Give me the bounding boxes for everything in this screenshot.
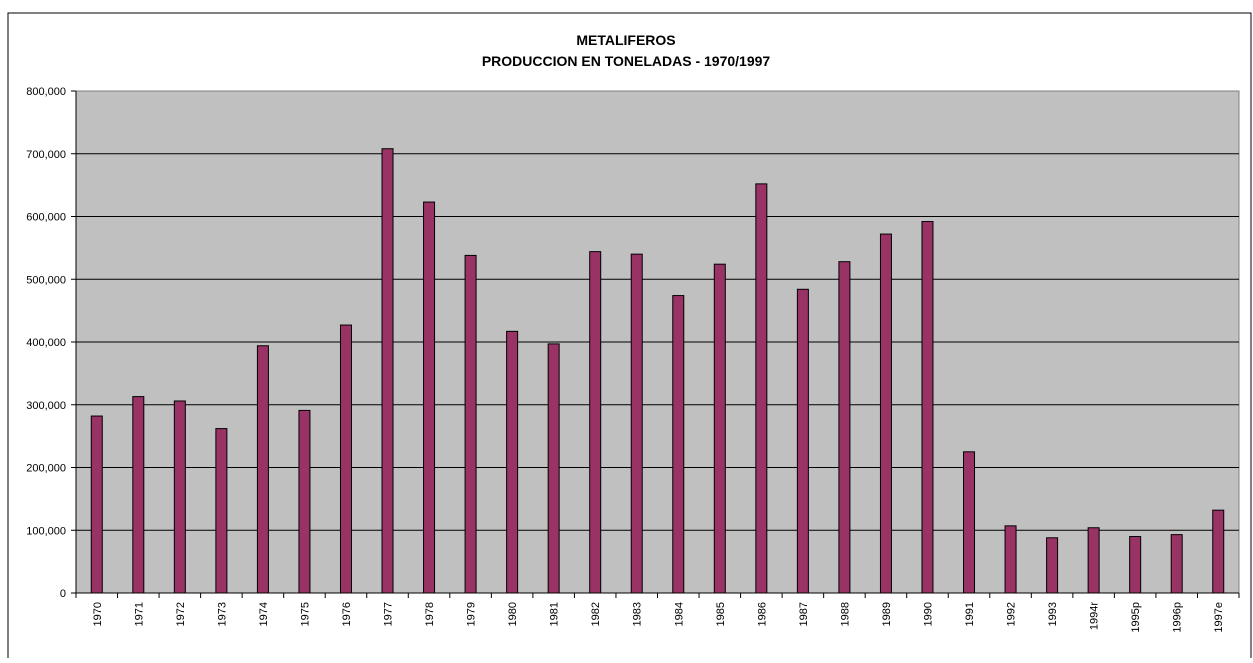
x-tick-label: 1978 [424,602,436,626]
bar-1988 [838,261,851,594]
x-tick-label: 1986 [756,602,768,626]
x-tick-label: 1976 [341,602,353,626]
chart-title: METALIFEROS [576,32,675,48]
x-tick-label: 1996p [1172,602,1184,633]
x-tick-label: 1981 [549,602,561,626]
x-tick-label: 1972 [175,602,187,626]
x-tick-label: 1992 [1006,602,1018,626]
y-tick-label: 300,000 [26,400,66,412]
bar-1981 [547,343,560,594]
bar-1974 [256,345,269,594]
bar-1996p [1170,534,1183,594]
gridlines [76,153,1239,531]
bar-1970 [90,415,103,594]
y-tick-label: 400,000 [26,337,66,349]
x-tick-label: 1991 [964,602,976,626]
bar-1989 [879,233,892,594]
bar-1984 [672,295,685,594]
bar-1973 [215,428,228,594]
y-axis: 0 100,000 200,000 300,000 400,000 500,000 600,… [26,86,77,600]
x-tick-label: 1977 [383,602,395,626]
bar-1980 [506,330,519,594]
bar-1993 [1046,537,1059,594]
y-tick-label: 600,000 [26,212,66,224]
x-tick-label: 1993 [1047,602,1059,626]
bar-1978 [423,201,436,594]
bar-1976 [339,324,352,594]
bar-1983 [630,253,643,594]
bar-1975 [298,409,311,594]
x-tick-label: 1985 [715,602,727,626]
x-tick-label: 1970 [92,602,104,626]
y-tick-label: 700,000 [26,149,66,161]
x-tick-label: 1971 [133,602,145,626]
y-tick-label: 0 [60,588,66,600]
bar-1994r [1087,527,1100,594]
bar-1979 [464,254,477,594]
bar-1990 [921,221,934,594]
x-tick-label: 1983 [632,602,644,626]
x-tick-label: 1980 [507,602,519,626]
y-tick-label: 200,000 [26,463,66,475]
x-tick-label: 1984 [673,602,685,626]
bar-1971 [132,396,145,594]
bar-1992 [1004,525,1017,594]
bar-1995p [1129,536,1142,594]
x-tick-label: 1989 [881,602,893,626]
x-tick-label: 1973 [216,602,228,626]
x-tick-label: 1979 [466,602,478,626]
bar-1987 [796,288,809,594]
bar-1991 [963,451,976,594]
y-tick-label: 500,000 [26,274,66,286]
bar-1997e [1212,509,1225,594]
bar-1972 [173,400,186,594]
bar-1977 [381,148,394,594]
bar-1986 [755,183,768,594]
x-tick-label: 1997e [1213,602,1225,633]
x-axis: 1970 1971 1972 1973 1974 1975 1976 1977 1978 1979… [75,592,1240,633]
x-tick-label: 1975 [299,602,311,626]
x-tick-label: 1994r [1089,602,1101,630]
x-tick-label: 1988 [839,602,851,626]
chart-subtitle: PRODUCCION EN TONELADAS - 1970/1997 [482,53,771,69]
x-tick-label: 1987 [798,602,810,626]
bar-1985 [713,263,726,594]
y-tick-label: 800,000 [26,86,66,98]
x-tick-label: 1974 [258,602,270,626]
y-tick-label: 100,000 [26,525,66,537]
x-tick-label: 1982 [590,602,602,626]
x-tick-label: 1990 [922,602,934,626]
x-tick-label: 1995p [1130,602,1142,633]
bars [90,148,1225,594]
bar-1982 [589,251,602,594]
